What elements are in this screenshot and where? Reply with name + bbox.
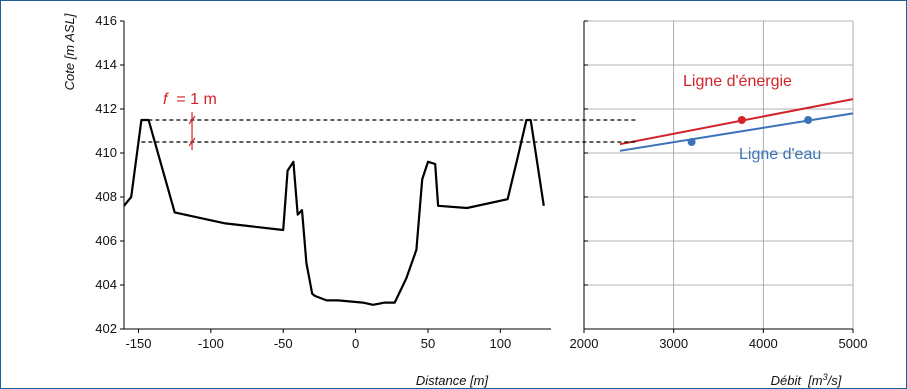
right-chart: 2000 3000 4000 5000 Ligne d'énergie Ligne d…	[570, 20, 868, 388]
freeboard-tick-upper	[188, 115, 196, 125]
energy-line	[619, 98, 854, 146]
left-y-tick-label: 408	[95, 189, 117, 204]
left-y-tick-label: 414	[95, 57, 117, 72]
left-x-tick-label: 100	[489, 336, 511, 351]
left-y-tick-label: 402	[95, 321, 117, 336]
energy-point	[737, 116, 746, 124]
energy-line-label: Ligne d'énergie	[683, 73, 792, 90]
reference-lines	[141, 119, 638, 143]
freeboard-dimension-marker	[188, 112, 196, 150]
right-x-tick-label: 4000	[749, 336, 778, 351]
water-line	[619, 112, 854, 152]
right-x-tick-label: 2000	[570, 336, 599, 351]
freeboard-label: f = 1 m	[163, 91, 217, 108]
right-x-axis-label: Débit [m3/s]	[771, 372, 842, 388]
left-y-tick-label: 406	[95, 233, 117, 248]
right-x-tick-label: 5000	[839, 336, 868, 351]
right-x-ticks: 2000 3000 4000 5000	[570, 329, 868, 351]
left-chart: 402 404 406 408 410 412 414 416 -150 -100 -50 0 50 1…	[62, 13, 551, 388]
freeboard-annotation: f = 1 m	[163, 91, 217, 150]
water-point	[804, 116, 813, 124]
left-y-tick-label: 410	[95, 145, 117, 160]
water-point	[687, 138, 696, 146]
left-x-tick-label: -100	[198, 336, 224, 351]
left-x-tick-label: -50	[274, 336, 293, 351]
left-y-tick-label: 412	[95, 101, 117, 116]
cross-section-profile-line	[123, 118, 545, 306]
left-x-tick-label: 50	[421, 336, 435, 351]
left-y-tick-label: 416	[95, 13, 117, 28]
left-y-axis-label: Cote [m ASL]	[62, 13, 77, 90]
right-series-marks	[619, 98, 854, 152]
water-line-label: Ligne d'eau	[739, 146, 821, 163]
left-y-tick-label: 404	[95, 277, 117, 292]
left-x-tick-label: 0	[352, 336, 359, 351]
left-x-ticks: -150 -100 -50 0 50 100	[125, 329, 511, 351]
right-grid	[583, 20, 854, 330]
left-profile-marks	[123, 118, 545, 306]
freeboard-tick-lower	[188, 137, 196, 147]
right-x-tick-label: 3000	[659, 336, 688, 351]
left-x-axis-label: Distance [m]	[416, 373, 489, 388]
left-x-tick-label: -150	[125, 336, 151, 351]
left-y-ticks: 402 404 406 408 410 412 414 416	[95, 13, 124, 336]
